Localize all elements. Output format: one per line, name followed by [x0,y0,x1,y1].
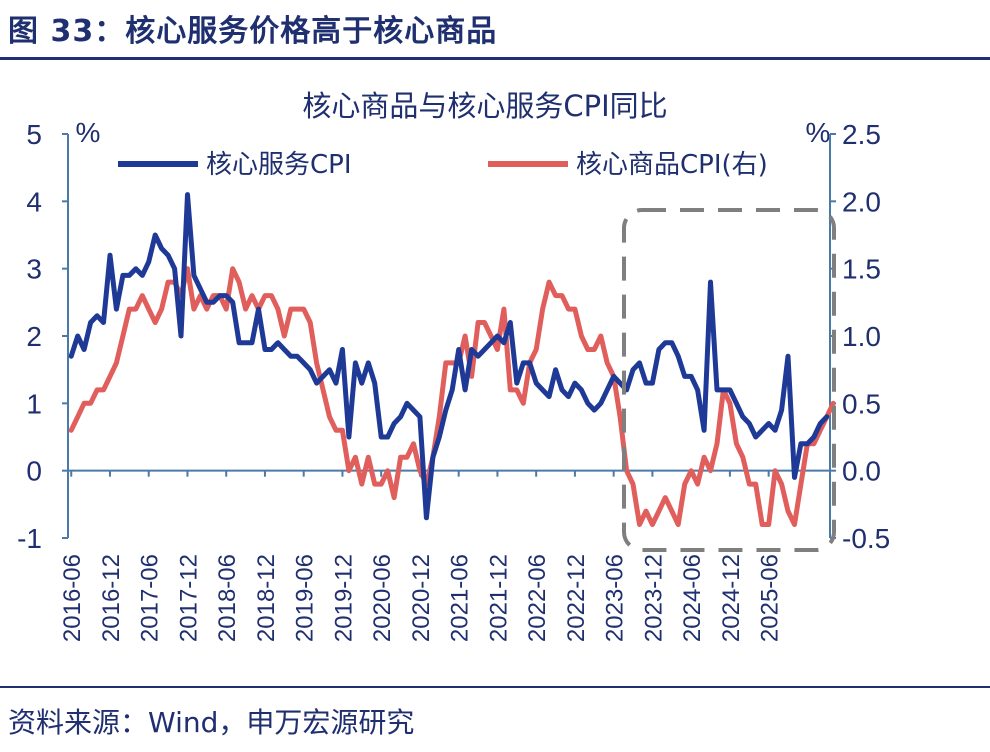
x-tick-label: 2018-12 [253,554,280,642]
x-tick-label: 2019-06 [292,554,319,642]
right-tick-label: 0.0 [842,456,881,487]
x-tick-label: 2019-12 [330,554,357,642]
x-tick-label: 2024-12 [718,554,745,642]
x-tick-label: 2016-12 [98,554,125,642]
left-tick-label: 1 [26,388,42,419]
right-axis-unit: % [806,117,831,148]
left-tick-label: 2 [26,321,42,352]
x-tick-label: 2016-06 [59,554,86,642]
right-tick-label: 2.0 [842,186,881,217]
core-services-cpi-line [68,192,830,521]
left-tick-label: 4 [26,186,42,217]
x-tick-label: 2022-12 [563,554,590,642]
right-tick-label: -0.5 [842,523,890,554]
source-note: 资料来源：Wind，申万宏源研究 [8,706,415,739]
x-tick-label: 2024-06 [679,554,706,642]
legend-label-goods: 核心商品CPI(右) [576,150,768,180]
left-tick-label: 5 [26,119,42,150]
left-tick-label: -1 [17,523,42,554]
left-axis-unit: % [76,117,101,148]
title-rule [0,57,990,60]
x-tick-label: 2022-06 [524,554,551,642]
right-tick-label: 1.5 [842,254,881,285]
left-tick-label: 3 [26,254,42,285]
right-tick-label: 2.5 [842,119,881,150]
figure-title: 图 33：核心服务价格高于核心商品 [8,14,498,49]
left-tick-label: 0 [26,456,42,487]
footer-rule [0,686,990,688]
x-tick-label: 2020-06 [369,554,396,642]
legend: 核心服务CPI 核心商品CPI(右) [118,150,768,180]
x-tick-label: 2021-06 [447,554,474,642]
x-tick-label: 2023-06 [602,554,629,642]
x-tick-label: 2018-06 [214,554,241,642]
cpi-chart: 核心商品与核心服务CPI同比 % % 核心服务CPI 核心商品CPI(右) 5 4… [17,89,890,642]
highlight-box [622,208,836,552]
right-tick-label: 0.5 [842,388,881,419]
x-tick-label: 2025-06 [757,554,784,642]
x-tick-label: 2023-12 [640,554,667,642]
right-tick-label: 1.0 [842,321,881,352]
x-tick-label: 2017-12 [175,554,202,642]
chart-title: 核心商品与核心服务CPI同比 [302,89,667,123]
x-tick-label: 2020-12 [408,554,435,642]
legend-label-services: 核心服务CPI [206,150,352,180]
core-goods-cpi-line [68,266,836,527]
x-tick-label: 2017-06 [137,554,164,642]
x-tick-label: 2021-12 [485,554,512,642]
